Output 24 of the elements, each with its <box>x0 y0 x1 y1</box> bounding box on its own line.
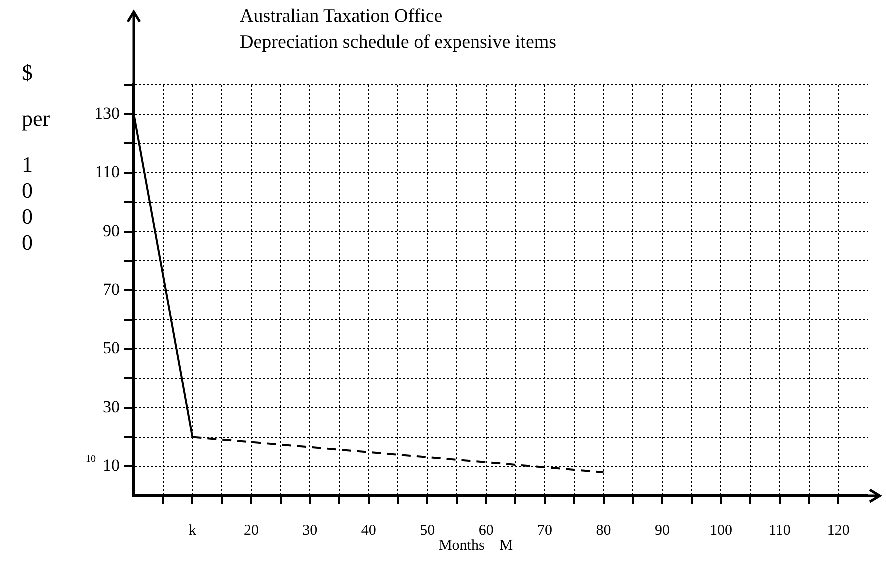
x-tick-label: 50 <box>420 522 436 539</box>
x-tick-label: 110 <box>768 522 791 539</box>
y-tick-label: 90 <box>103 221 120 240</box>
chart-subtitle: Depreciation schedule of expensive items <box>240 32 557 54</box>
y-tick-label: 110 <box>95 162 120 182</box>
x-tick-label: 40 <box>361 522 376 539</box>
y-tick-label: 130 <box>94 104 120 123</box>
y-axis-title: $ per 1000 <box>22 60 50 256</box>
y-tick-label: 70 <box>103 280 120 299</box>
x-axis-title: Months M <box>438 538 514 555</box>
y-tick-label: 30 <box>103 397 120 416</box>
chart-title: Australian Taxation Office <box>240 6 443 28</box>
x-tick-label: 70 <box>538 522 553 539</box>
x-tick-label: 90 <box>654 522 670 539</box>
y-tick-label: 50 <box>103 338 120 358</box>
text: 10 <box>86 454 96 465</box>
x-tick-label: 60 <box>478 522 494 539</box>
x-tick-label: 120 <box>827 522 850 539</box>
x-tick-label: k <box>188 522 197 539</box>
x-tick-label: 100 <box>710 522 732 539</box>
x-tick-label: 80 <box>596 522 612 539</box>
x-tick-label: 20 <box>244 522 259 539</box>
y-tick-label: 10 <box>103 456 120 476</box>
x-tick-label: 30 <box>302 522 318 539</box>
